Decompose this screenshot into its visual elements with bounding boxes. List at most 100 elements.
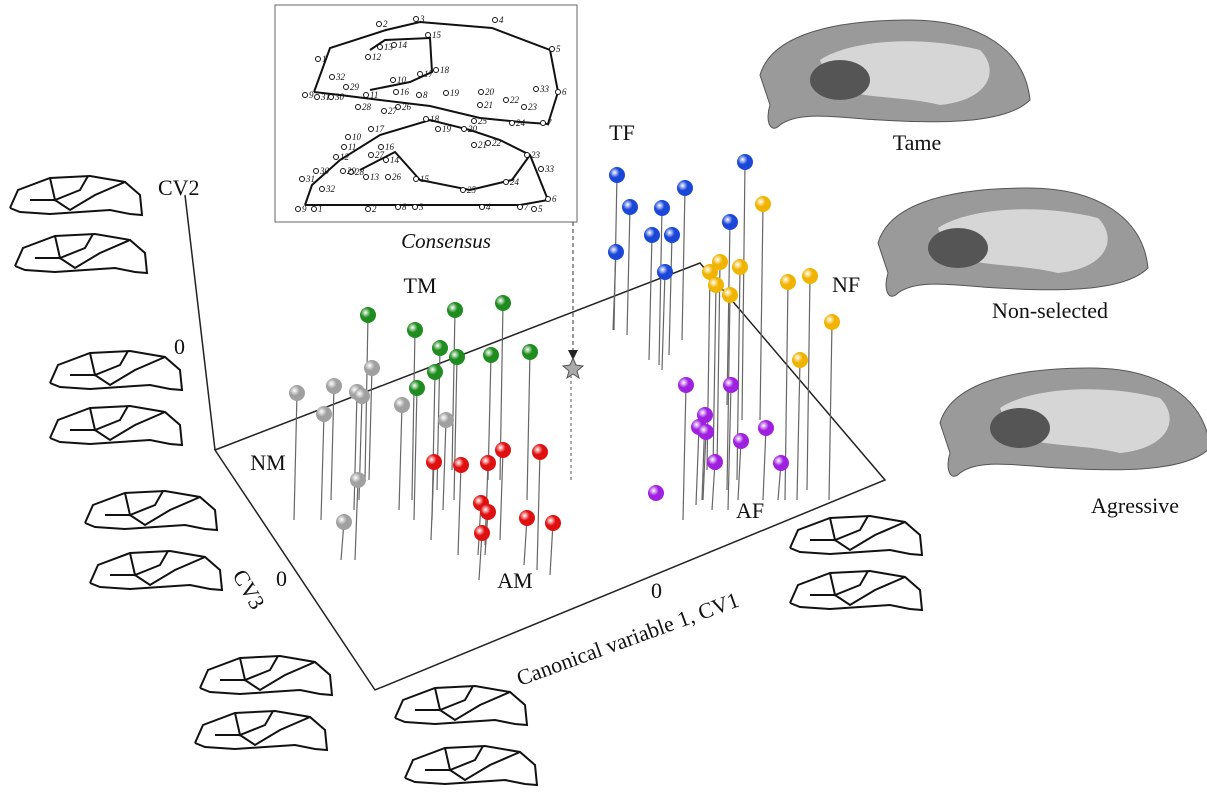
wire-inner2 <box>415 691 511 722</box>
landmark-number: 28 <box>355 167 365 177</box>
pin-head <box>654 200 670 216</box>
landmark-number: 14 <box>398 40 408 50</box>
pin-head <box>316 406 332 422</box>
wire-inner <box>49 175 89 202</box>
pin-stalk <box>626 206 631 336</box>
skull-caption: Non-selected <box>992 298 1108 323</box>
pin-head <box>480 455 496 471</box>
wire-outline <box>789 569 924 612</box>
landmark-number: 7 <box>547 118 552 128</box>
pin-stalk <box>330 385 335 501</box>
inset-outline <box>313 20 560 126</box>
inset-frame <box>274 4 578 223</box>
landmark-number: 31 <box>320 92 330 102</box>
landmark-number: 15 <box>432 30 442 40</box>
pin-stalk <box>526 351 531 501</box>
wire-inner2 <box>70 356 166 387</box>
pin-head <box>702 264 718 280</box>
landmark <box>299 176 305 182</box>
pin-head <box>707 454 723 470</box>
pin-head <box>432 340 448 356</box>
landmark <box>471 142 477 148</box>
landmark <box>460 187 466 193</box>
pin-stalk <box>293 392 298 521</box>
landmark <box>549 46 555 52</box>
pin-stalk <box>457 464 462 556</box>
pins <box>289 154 840 581</box>
landmark-number: 10 <box>397 75 407 85</box>
landmark <box>433 67 439 73</box>
landmark <box>313 168 319 174</box>
floor-plane <box>213 262 887 691</box>
landmark-number: 5 <box>538 204 543 214</box>
landmark <box>328 94 334 100</box>
wire-inner2 <box>810 576 906 607</box>
landmark <box>348 169 354 175</box>
wire-inner2 <box>30 181 126 212</box>
wireframe-skull <box>89 549 224 592</box>
pin-head <box>438 412 454 428</box>
arrow-head <box>568 350 578 360</box>
pin-head <box>407 322 423 338</box>
wire-inner <box>434 685 474 712</box>
landmark-number: 29 <box>350 82 360 92</box>
pin-head <box>678 377 694 393</box>
inset-lines <box>304 20 560 206</box>
landmark <box>478 89 484 95</box>
wire-outline <box>404 744 539 787</box>
pin-stalk <box>453 356 458 501</box>
pin-stalk <box>354 479 359 561</box>
pin-stalk <box>668 234 673 356</box>
landmark-number: 32 <box>335 72 346 82</box>
landmark <box>425 32 431 38</box>
landmark-number: 23 <box>528 102 538 112</box>
pin-stalk <box>320 413 325 521</box>
wireframe-skull <box>84 489 219 532</box>
wire-inner2 <box>70 411 166 442</box>
landmark-number: 2 <box>372 204 377 214</box>
landmark-number: 20 <box>468 124 478 134</box>
skull-orbit <box>990 408 1050 448</box>
pin-stalk <box>716 261 721 471</box>
inset-lower2 <box>359 150 531 192</box>
pin-stalk <box>648 234 653 361</box>
landmark-number: 30 <box>319 166 330 176</box>
pin-head <box>780 274 796 290</box>
landmark <box>479 204 485 210</box>
landmark <box>365 206 371 212</box>
pin-head <box>737 154 753 170</box>
pin-stalk <box>711 461 716 511</box>
pin-head <box>733 433 749 449</box>
pin-head <box>622 199 638 215</box>
wire-inner2 <box>810 521 906 552</box>
pin-head <box>657 264 673 280</box>
landmark <box>315 56 321 62</box>
pin-stalk <box>695 426 700 506</box>
landmark-number: 20 <box>485 87 495 97</box>
wire-inner2 <box>105 496 201 527</box>
wire-inner <box>54 233 94 260</box>
wire-inner2 <box>35 239 131 270</box>
wireframes <box>9 174 924 787</box>
landmark <box>368 152 374 158</box>
skull-orbit <box>810 60 870 100</box>
wire-inner2 <box>425 751 521 782</box>
landmark <box>376 21 382 27</box>
landmark-number: 19 <box>442 124 452 134</box>
consensus-star <box>561 356 585 380</box>
landmark <box>435 126 441 132</box>
cv1-label: Canonical variable 1, CV1 <box>513 587 742 691</box>
landmark-number: 16 <box>400 87 410 97</box>
landmark <box>381 108 387 114</box>
landmark <box>341 144 347 150</box>
pin-stalk <box>806 275 811 491</box>
landmark-number: 6 <box>552 194 557 204</box>
landmark <box>545 196 551 202</box>
wireframe-skull <box>789 514 924 557</box>
landmark <box>413 16 419 22</box>
wireframe-skull <box>789 569 924 612</box>
landmark <box>417 71 423 77</box>
landmark-number: 23 <box>531 150 541 160</box>
pin-head <box>480 504 496 520</box>
